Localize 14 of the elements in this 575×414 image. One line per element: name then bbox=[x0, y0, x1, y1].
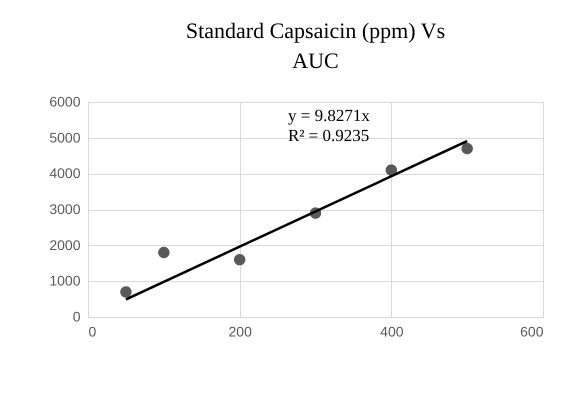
y-tick-label: 1000 bbox=[49, 272, 81, 289]
y-tick-label: 3000 bbox=[49, 201, 81, 217]
y-tick-label: 4000 bbox=[49, 165, 81, 182]
y-tick-label: 5000 bbox=[49, 129, 81, 146]
annotation: y = 9.8271x bbox=[288, 106, 370, 125]
y-tick-label: 6000 bbox=[49, 94, 81, 110]
annotation: R² = 0.9235 bbox=[288, 126, 370, 145]
x-tick-label: 0 bbox=[88, 324, 96, 340]
x-tick-label: 400 bbox=[380, 324, 404, 340]
y-tick-label: 0 bbox=[72, 308, 81, 324]
chart-title: Standard Capsaicin (ppm) Vs AUC bbox=[186, 18, 446, 73]
x-tick-label: 200 bbox=[228, 324, 252, 340]
x-tick-label: 600 bbox=[520, 324, 544, 340]
y-tick-label: 2000 bbox=[49, 236, 81, 253]
